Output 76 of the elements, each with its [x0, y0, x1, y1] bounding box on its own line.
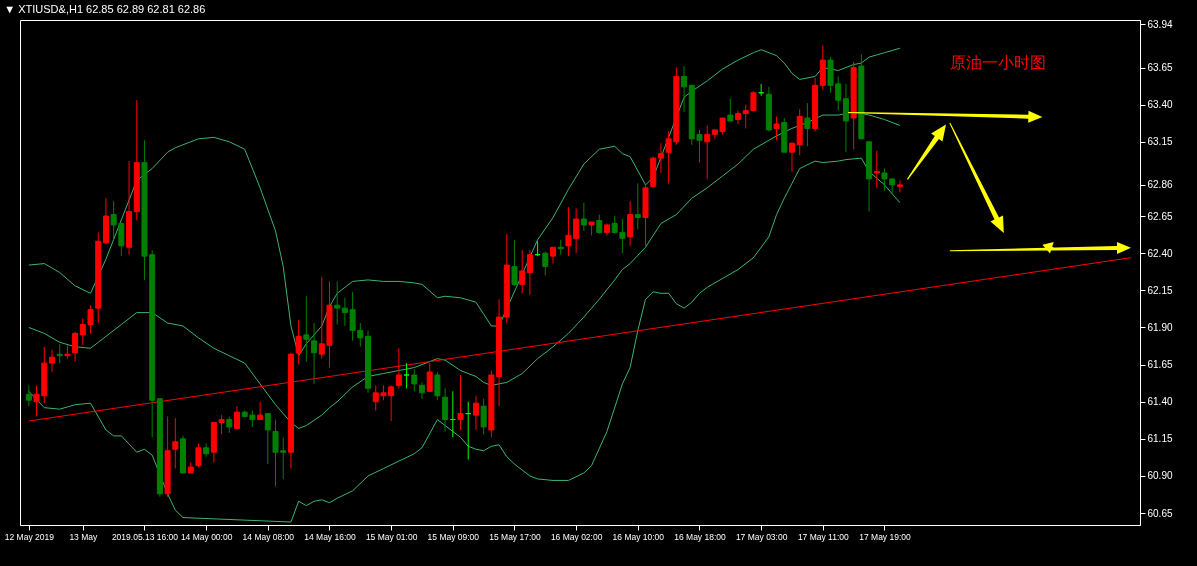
candlestick [295, 319, 302, 366]
y-tick-label: 60.90 [1147, 470, 1173, 482]
candlestick [804, 102, 811, 147]
candlestick [580, 202, 587, 232]
annotation: 原油一小时图 [949, 52, 1046, 72]
x-tick-label: 15 May 17:00 [489, 531, 541, 542]
candlestick [511, 239, 518, 287]
x-tick-label: 14 May 08:00 [242, 531, 295, 542]
y-tick-label: 63.15 [1147, 136, 1173, 148]
x-tick-label: 15 May 09:00 [427, 531, 480, 542]
candlestick [334, 280, 341, 325]
candlestick [442, 387, 449, 432]
candlestick [403, 362, 410, 389]
y-tick-label: 63.65 [1147, 62, 1173, 74]
candlestick [264, 413, 271, 465]
candlestick [735, 110, 742, 125]
y-tick-label: 61.65 [1147, 359, 1173, 371]
candlestick [48, 349, 55, 373]
y-tick-label: 62.65 [1147, 210, 1173, 222]
x-tick-label: 16 May 02:00 [550, 531, 603, 542]
candlestick [411, 368, 418, 392]
y-tick-label: 63.94 [1147, 18, 1173, 30]
chart-title: ▼ XTIUSD&,H1 62.85 62.89 62.81 62.86 [4, 3, 206, 16]
x-tick-label: 17 May 19:00 [859, 531, 911, 542]
candlestick [788, 141, 795, 172]
candlestick [457, 374, 464, 431]
x-tick-label: 16 May 18:00 [674, 531, 726, 542]
y-tick-label: 60.65 [1147, 507, 1173, 519]
y-tick-label: 61.15 [1147, 433, 1173, 445]
candlestick [257, 401, 264, 421]
candlestick [526, 249, 533, 296]
candlestick [203, 442, 210, 458]
candlestick [418, 381, 425, 400]
y-tick-label: 62.86 [1147, 179, 1173, 191]
x-tick-label: 13 May [69, 531, 98, 542]
candlestick [896, 179, 903, 193]
line-series [28, 47, 901, 357]
candlestick [472, 395, 479, 431]
candlestick [519, 249, 526, 294]
x-tick-label: 14 May 16:00 [304, 531, 356, 542]
x-tick-label: 2019.05.13 16:00 [111, 531, 179, 542]
candlestick [64, 344, 71, 360]
candlestick [426, 362, 433, 392]
y-tick-label: 62.40 [1147, 247, 1173, 259]
x-tick-label: 14 May 00:00 [180, 531, 233, 542]
candlestick [627, 200, 634, 247]
candlestick [727, 98, 734, 122]
candlestick [842, 83, 849, 153]
x-tick-label: 17 May 03:00 [735, 531, 788, 542]
y-tick-label: 61.40 [1147, 396, 1173, 408]
candlestick [480, 398, 487, 435]
candlestick [195, 442, 202, 468]
y-tick-label: 63.40 [1147, 99, 1173, 111]
candlestick [395, 347, 402, 389]
candlestick [773, 116, 780, 141]
y-tick-label: 62.15 [1147, 284, 1173, 296]
candlestick [25, 384, 32, 407]
candlestick [681, 65, 688, 113]
x-tick-label: 12 May 2019 [4, 531, 55, 542]
x-tick-label: 16 May 10:00 [612, 531, 665, 542]
candlestick [542, 251, 549, 276]
candlestick [596, 214, 603, 235]
candlestick [873, 150, 880, 189]
candlestick [704, 124, 711, 180]
x-tick-label: 17 May 11:00 [797, 531, 850, 542]
candlestick [72, 331, 79, 363]
candlestick [434, 371, 441, 401]
candlestick [172, 417, 179, 470]
candlestick [233, 405, 240, 429]
candlestick [303, 295, 310, 363]
candlestick [657, 142, 664, 174]
y-tick-label: 61.90 [1147, 321, 1173, 333]
candlestick [634, 182, 641, 230]
candlestick [311, 322, 318, 385]
x-tick-label: 15 May 01:00 [365, 531, 418, 542]
line-series [28, 111, 901, 429]
